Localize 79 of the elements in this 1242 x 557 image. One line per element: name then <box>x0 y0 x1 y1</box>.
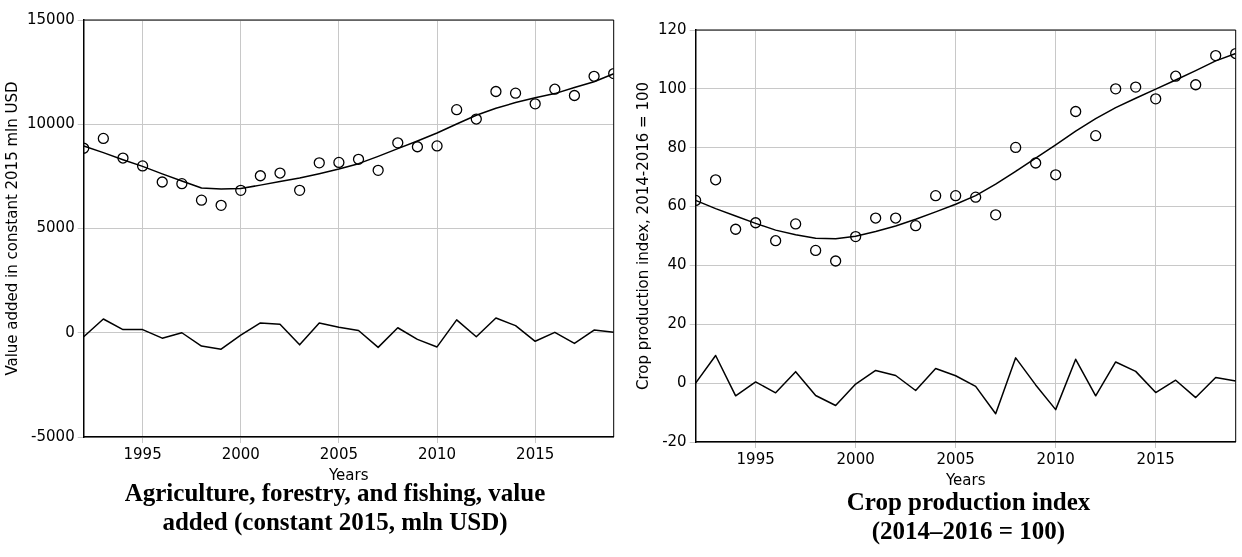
x-axis-title: Years <box>944 470 986 489</box>
point <box>810 244 822 257</box>
point <box>709 174 722 186</box>
point <box>352 153 365 165</box>
point <box>1150 93 1162 105</box>
point <box>950 190 962 202</box>
point <box>176 178 188 190</box>
point <box>769 235 782 247</box>
y-tick-label: -20 <box>662 431 687 450</box>
y-tick-label: -5000 <box>31 426 75 445</box>
point <box>1170 70 1182 82</box>
point <box>254 170 267 182</box>
y-tick-label: 60 <box>667 196 687 215</box>
point <box>910 220 922 232</box>
y-tick-label: 0 <box>65 322 75 341</box>
y-tick-label: 10000 <box>27 114 75 133</box>
point <box>509 87 522 99</box>
point <box>156 176 168 188</box>
point <box>431 140 443 152</box>
point <box>749 217 762 229</box>
x-tick-label: 2010 <box>417 444 457 463</box>
x-tick-label: 2000 <box>221 444 260 463</box>
point <box>451 104 463 116</box>
point <box>333 156 345 169</box>
point <box>588 70 600 82</box>
point <box>549 83 561 95</box>
point <box>1070 105 1082 118</box>
point <box>830 255 842 267</box>
x-tick-label: 1995 <box>736 449 775 468</box>
point <box>890 212 902 224</box>
point <box>372 164 384 176</box>
y-tick-label: 40 <box>667 255 687 274</box>
x-tick-label: 2005 <box>936 449 975 468</box>
y-tick-label: 100 <box>657 78 687 97</box>
point <box>990 209 1002 221</box>
y-tick-label: 120 <box>657 19 687 38</box>
point <box>729 223 742 235</box>
point <box>215 199 227 212</box>
point <box>529 98 541 110</box>
text: Crop production index (2014–2016 = 100) <box>845 487 1092 545</box>
point <box>235 184 247 196</box>
point <box>1210 49 1222 62</box>
y-tick-label: 0 <box>677 373 687 392</box>
point <box>1030 157 1042 169</box>
point <box>313 157 325 169</box>
point <box>470 113 482 125</box>
point <box>870 212 882 224</box>
point <box>392 137 404 149</box>
x-tick-label: 2000 <box>836 449 875 468</box>
point <box>568 89 581 102</box>
x-tick-label: 1995 <box>123 444 162 463</box>
point <box>490 85 502 98</box>
point <box>1010 141 1022 154</box>
point <box>1190 79 1202 91</box>
y-axis-title: Crop production index, 2014-2016 = 100 <box>633 81 652 391</box>
point <box>411 141 424 153</box>
point <box>1130 81 1142 93</box>
point <box>970 191 982 203</box>
point <box>97 132 109 145</box>
y-tick-label: 15000 <box>27 9 75 28</box>
y-tick-label: 80 <box>667 137 687 156</box>
point <box>274 167 286 179</box>
x-tick-label: 2015 <box>516 444 555 463</box>
point <box>1050 169 1062 181</box>
y-tick-label: 5000 <box>36 218 75 237</box>
point <box>789 218 802 230</box>
point <box>293 184 306 196</box>
point <box>930 190 942 202</box>
point <box>136 160 149 172</box>
x-tick-label: 2010 <box>1036 449 1075 468</box>
y-tick-label: 20 <box>667 314 687 333</box>
point <box>850 230 862 243</box>
point <box>1110 83 1122 95</box>
point <box>195 194 208 206</box>
point <box>1090 130 1102 142</box>
y-axis-title: Value added in constant 2015 mln USD <box>2 81 21 376</box>
x-tick-label: 2005 <box>319 444 358 463</box>
point <box>117 152 129 164</box>
x-tick-label: 2015 <box>1136 449 1175 468</box>
